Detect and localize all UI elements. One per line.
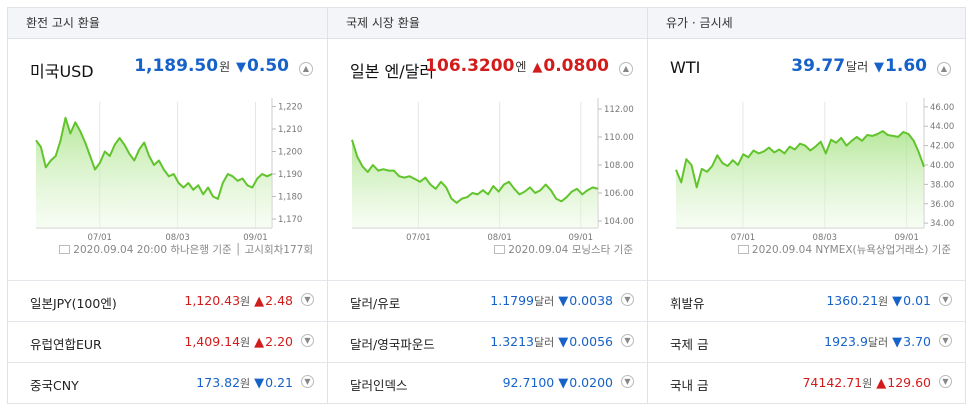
down-arrow-icon: ▼	[874, 60, 885, 75]
panel-intl-exchange: 국제 시장 환율 일본 엔/달러 106.3200엔 ▲0.0800 ▲ 07/…	[328, 8, 648, 403]
chevron-down-icon[interactable]: ▼	[301, 334, 314, 347]
y-tick-label: 110.00	[604, 133, 634, 143]
list-item[interactable]: 유럽연합EUR 1,409.14원 ▲2.20 ▼	[8, 321, 327, 362]
y-tick-label: 1,180	[278, 193, 302, 203]
y-tick-label: 108.00	[604, 161, 634, 171]
list-item[interactable]: 국제 금 1923.9달러 ▼3.70 ▼	[648, 321, 965, 362]
chevron-up-icon[interactable]: ▲	[299, 62, 313, 76]
up-arrow-icon: ▲	[876, 376, 887, 391]
y-tick-label: 40.00	[930, 161, 954, 171]
x-tick-label: 07/01	[406, 233, 431, 240]
chart-icon	[494, 245, 506, 254]
up-arrow-icon: ▲	[254, 335, 265, 350]
down-arrow-icon: ▼	[558, 376, 569, 391]
down-arrow-icon: ▼	[236, 60, 247, 75]
chart-icon	[737, 245, 749, 254]
x-tick-label: 09/01	[569, 233, 594, 240]
sub-rates: 일본JPY(100엔) 1,120.43원 ▲2.48 ▼ 유럽연합EUR 1,…	[8, 280, 327, 403]
up-arrow-icon: ▲	[254, 294, 265, 309]
y-tick-label: 1,190	[278, 170, 302, 180]
y-tick-label: 38.00	[930, 180, 954, 190]
y-tick-label: 104.00	[604, 217, 634, 227]
x-tick-label: 08/01	[487, 233, 512, 240]
chevron-down-icon[interactable]: ▼	[939, 375, 952, 388]
quote-value: 39.77달러 ▼1.60	[791, 56, 927, 76]
x-tick-label: 07/01	[731, 233, 756, 240]
series-line	[675, 130, 925, 189]
chart-icon	[59, 245, 71, 254]
chevron-down-icon[interactable]: ▼	[621, 293, 634, 306]
main-quote[interactable]: 미국USD 1,189.50원 ▼0.50 ▲	[8, 56, 327, 82]
quote-value: 1,189.50원 ▼0.50	[134, 56, 289, 76]
panel-header: 유가 · 금시세	[648, 8, 965, 39]
main-quote[interactable]: WTI 39.77달러 ▼1.60 ▲	[648, 56, 965, 82]
down-arrow-icon: ▼	[558, 294, 569, 309]
main-quote[interactable]: 일본 엔/달러 106.3200엔 ▲0.0800 ▲	[328, 56, 647, 82]
list-item[interactable]: 달러인덱스 92.7100 ▼0.0200 ▼	[328, 362, 647, 403]
list-item[interactable]: 중국CNY 173.82원 ▼0.21 ▼	[8, 362, 327, 403]
list-item[interactable]: 일본JPY(100엔) 1,120.43원 ▲2.48 ▼	[8, 280, 327, 321]
y-tick-label: 34.00	[930, 219, 954, 229]
chevron-up-icon[interactable]: ▲	[937, 62, 951, 76]
y-tick-label: 106.00	[604, 189, 634, 199]
down-arrow-icon: ▼	[254, 376, 265, 391]
down-arrow-icon: ▼	[558, 335, 569, 350]
sub-rates: 휘발유 1360.21원 ▼0.01 ▼ 국제 금 1923.9달러 ▼3.70…	[648, 280, 965, 403]
quote-value: 106.3200엔 ▲0.0800	[425, 56, 609, 76]
chevron-down-icon[interactable]: ▼	[301, 375, 314, 388]
exchange-widget: 환전 고시 환율 미국USD 1,189.50원 ▼0.50 ▲ 07/01 08…	[7, 7, 966, 404]
panel-header: 환전 고시 환율	[8, 8, 327, 39]
panel-header: 국제 시장 환율	[328, 8, 647, 39]
chevron-up-icon[interactable]: ▲	[619, 62, 633, 76]
list-item[interactable]: 달러/영국파운드 1.3213달러 ▼0.0056 ▼	[328, 321, 647, 362]
quote-name: 일본 엔/달러	[350, 62, 435, 81]
y-tick-label: 42.00	[930, 142, 954, 152]
y-tick-label: 112.00	[604, 105, 634, 115]
chevron-down-icon[interactable]: ▼	[621, 334, 634, 347]
up-arrow-icon: ▲	[532, 60, 543, 75]
chevron-down-icon[interactable]: ▼	[939, 334, 952, 347]
area-fill	[36, 117, 272, 228]
series-line	[35, 116, 273, 200]
y-tick-label: 36.00	[930, 200, 954, 210]
chart-jpy: 07/01 08/01 09/01 112.00 110.00 108.00 106.00 1…	[351, 98, 634, 240]
sub-rates: 달러/유로 1.1799달러 ▼0.0038 ▼ 달러/영국파운드 1.3213…	[328, 280, 647, 403]
y-tick-label: 1,200	[278, 148, 302, 158]
down-arrow-icon: ▼	[892, 294, 903, 309]
chevron-down-icon[interactable]: ▼	[939, 293, 952, 306]
quote-name: WTI	[670, 58, 701, 77]
y-tick-label: 1,220	[278, 103, 302, 113]
y-tick-label: 1,170	[278, 215, 302, 225]
area-fill	[676, 131, 924, 228]
y-tick-label: 46.00	[930, 103, 954, 113]
list-item[interactable]: 달러/유로 1.1799달러 ▼0.0038 ▼	[328, 280, 647, 321]
chevron-down-icon[interactable]: ▼	[621, 375, 634, 388]
chart-wti: 07/01 08/03 09/01 46.00 44.00 42.00 40.00 38.00…	[675, 98, 954, 240]
chart-usd: 07/01 08/03 09/01 1,220 1,210 1,200 1,190 1,180…	[35, 98, 302, 240]
y-tick-label: 1,210	[278, 125, 302, 135]
list-item[interactable]: 휘발유 1360.21원 ▼0.01 ▼	[648, 280, 965, 321]
x-tick-label: 08/03	[813, 233, 838, 240]
quote-name: 미국USD	[30, 62, 94, 81]
x-tick-label: 09/01	[243, 233, 268, 240]
list-item[interactable]: 국내 금 74142.71원 ▲129.60 ▼	[648, 362, 965, 403]
panel-exchange: 환전 고시 환율 미국USD 1,189.50원 ▼0.50 ▲ 07/01 08…	[8, 8, 328, 403]
down-arrow-icon: ▼	[892, 335, 903, 350]
x-tick-label: 08/03	[165, 233, 190, 240]
source-text: 2020.09.04 20:00 하나은행 기준 │ 고시회차177회	[59, 242, 313, 257]
chevron-down-icon[interactable]: ▼	[301, 293, 314, 306]
series-line	[351, 139, 599, 204]
panel-oil-gold: 유가 · 금시세 WTI 39.77달러 ▼1.60 ▲ 07/01 08/03 0…	[648, 8, 965, 403]
y-tick-label: 44.00	[930, 122, 954, 132]
source-text: 2020.09.04 NYMEX(뉴욕상업거래소) 기준	[737, 242, 951, 257]
x-tick-label: 07/01	[87, 233, 112, 240]
x-tick-label: 09/01	[894, 233, 919, 240]
area-fill	[352, 139, 598, 228]
source-text: 2020.09.04 모닝스타 기준	[494, 242, 633, 257]
